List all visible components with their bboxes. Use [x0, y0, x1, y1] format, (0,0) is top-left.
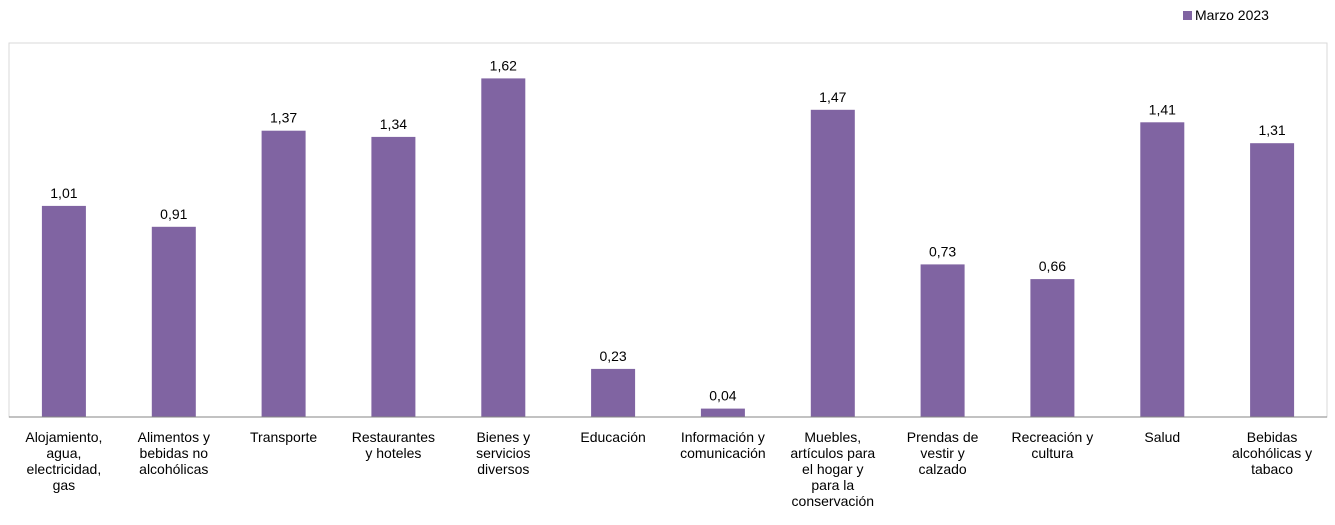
bar — [151, 226, 196, 417]
category-label: Bebidas alcohólicas y tabaco — [1232, 429, 1313, 477]
bar — [700, 408, 745, 417]
category-label: Muebles, artículos para el hogar y para … — [790, 429, 876, 509]
data-label: 1,01 — [50, 185, 77, 201]
data-label: 0,23 — [599, 348, 626, 364]
bar — [261, 130, 306, 417]
category-label: Recreación y cultura — [1011, 429, 1094, 461]
data-label: 0,73 — [929, 243, 956, 259]
data-label: 1,37 — [270, 110, 297, 126]
category-label: Bienes y servicios diversos — [476, 429, 531, 477]
bar — [481, 78, 526, 418]
data-label: 0,04 — [709, 388, 736, 404]
category-label: Información y comunicación — [680, 429, 766, 461]
bar — [1140, 122, 1185, 418]
category-label: Transporte — [250, 429, 318, 445]
plot-area-border — [8, 42, 1328, 418]
category-label: Educación — [580, 429, 646, 445]
data-label: 1,31 — [1258, 122, 1285, 138]
category-label: Restaurantes y hoteles — [351, 429, 436, 461]
bar — [41, 205, 86, 417]
bar — [810, 109, 855, 418]
data-label: 1,47 — [819, 89, 846, 105]
bar — [920, 264, 965, 417]
bar — [371, 136, 416, 417]
category-label: Prendas de vestir y calzado — [906, 429, 979, 477]
data-label: 0,91 — [160, 206, 187, 222]
bar — [1030, 279, 1075, 417]
legend-swatch — [1183, 10, 1192, 20]
category-label: Alimentos y bebidas no alcohólicas — [137, 429, 210, 477]
data-label: 0,66 — [1039, 258, 1066, 274]
bar — [591, 368, 636, 417]
data-label: 1,62 — [490, 57, 517, 73]
data-label: 1,41 — [1149, 101, 1176, 117]
category-label: Alojamiento, agua, electricidad, gas — [25, 429, 103, 493]
legend: Marzo 2023 — [1183, 7, 1269, 23]
category-label: Salud — [1144, 429, 1181, 445]
data-label: 1,34 — [380, 116, 407, 132]
bar — [1250, 143, 1295, 417]
legend-label: Marzo 2023 — [1195, 7, 1269, 23]
